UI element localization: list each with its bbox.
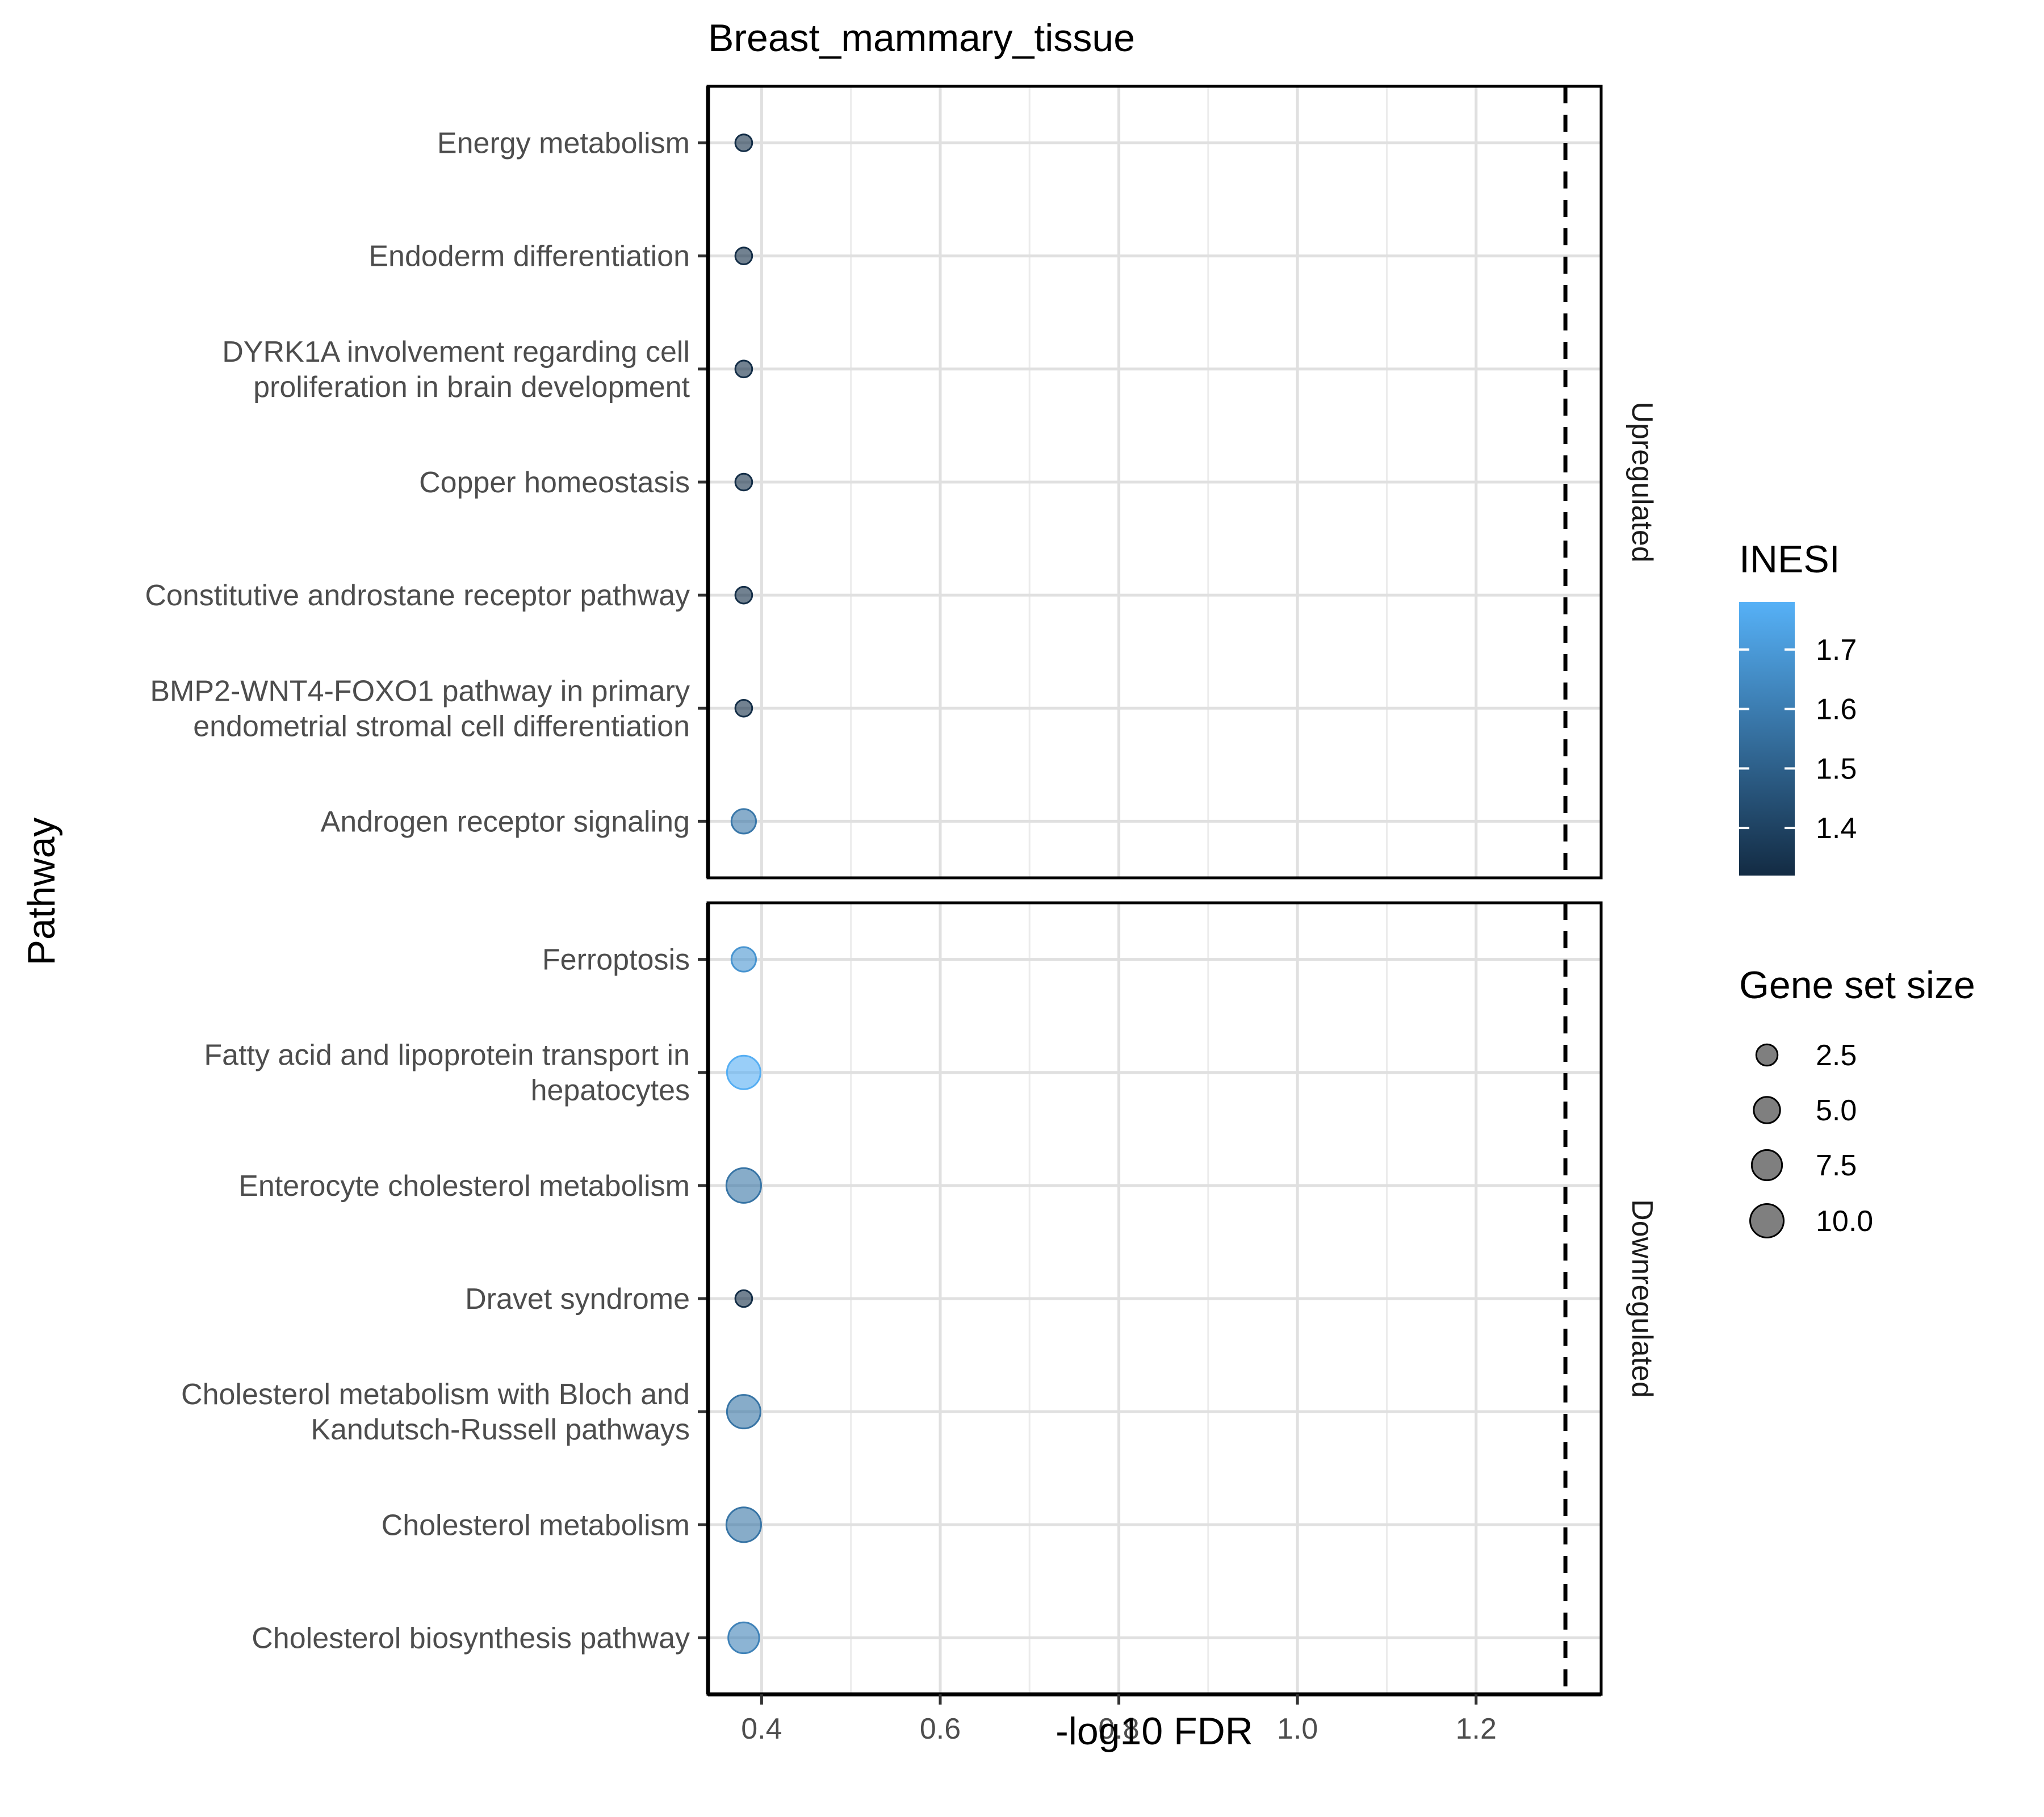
size-legend-label: 5.0 bbox=[1816, 1094, 1857, 1127]
data-point bbox=[726, 1054, 761, 1090]
y-tick-label-line: endometrial stromal cell differentiation bbox=[193, 710, 690, 743]
size-legend-label: 2.5 bbox=[1816, 1039, 1857, 1072]
y-tick-label: Enterocyte cholesterol metabolism bbox=[238, 1170, 690, 1203]
chart-title: Breast_mammary_tissue bbox=[708, 16, 1135, 60]
data-point bbox=[730, 946, 757, 973]
data-point bbox=[730, 808, 757, 835]
x-tick-label: 0.6 bbox=[920, 1713, 961, 1745]
y-tick-label-line: Energy metabolism bbox=[437, 127, 690, 160]
y-tick-label: Cholesterol metabolism with Bloch and Kan… bbox=[181, 1378, 690, 1446]
data-point bbox=[726, 1394, 761, 1430]
color-legend-label: 1.6 bbox=[1816, 693, 1857, 726]
y-tick-label-line: BMP2-WNT4-FOXO1 pathway in primary bbox=[150, 675, 690, 707]
y-tick-label: Energy metabolism bbox=[437, 127, 690, 160]
color-legend-label: 1.5 bbox=[1816, 752, 1857, 785]
size-legend-key bbox=[1749, 1203, 1785, 1239]
y-tick-label: Androgen receptor signaling bbox=[321, 805, 690, 838]
y-tick-label-line: Kandutsch-Russell pathways bbox=[311, 1413, 690, 1446]
size-legend-title: Gene set size bbox=[1739, 964, 1975, 1007]
y-tick-label-line: Cholesterol metabolism with Bloch and bbox=[181, 1378, 690, 1411]
data-point bbox=[725, 1167, 762, 1204]
y-tick-label: Copper homeostasis bbox=[419, 466, 690, 499]
y-tick-label-line: Dravet syndrome bbox=[465, 1283, 690, 1316]
y-tick-label: Fatty acid and lipoprotein transport in h… bbox=[204, 1039, 690, 1107]
data-point bbox=[727, 1621, 760, 1655]
panel-downregulated: Ferroptosis Fatty acid and lipoprotein tr… bbox=[181, 901, 1658, 1696]
y-tick-label: Endoderm differentiation bbox=[368, 240, 690, 273]
x-axis: 0.4 0.6 0.8 1.0 1.2 bbox=[708, 1692, 1601, 1745]
size-legend-key bbox=[1755, 1043, 1779, 1067]
y-tick-label: BMP2-WNT4-FOXO1 pathway in primary endome… bbox=[150, 675, 690, 743]
y-tick-label-line: Constitutive androstane receptor pathway bbox=[145, 579, 690, 612]
data-point bbox=[725, 1506, 762, 1543]
y-tick-label-line: Cholesterol metabolism bbox=[382, 1509, 690, 1542]
y-tick-label-line: DYRK1A involvement regarding cell bbox=[222, 336, 690, 369]
y-tick-label-line: Fatty acid and lipoprotein transport in bbox=[204, 1039, 690, 1072]
data-point bbox=[734, 133, 753, 152]
strip-label-downregulated: Downregulated bbox=[1626, 1199, 1658, 1398]
y-tick-label-line: Copper homeostasis bbox=[419, 466, 690, 499]
data-point bbox=[734, 246, 753, 266]
data-point bbox=[734, 1289, 753, 1308]
color-legend-label: 1.4 bbox=[1816, 812, 1857, 845]
y-tick-label: Cholesterol biosynthesis pathway bbox=[252, 1622, 690, 1655]
size-legend-key bbox=[1750, 1149, 1783, 1182]
y-tick-label: Constitutive androstane receptor pathway bbox=[145, 579, 690, 612]
y-tick-label: Ferroptosis bbox=[542, 944, 690, 977]
x-axis-title: -log10 FDR bbox=[1055, 1710, 1253, 1753]
y-tick-label-line: proliferation in brain development bbox=[253, 371, 690, 404]
size-legend-label: 10.0 bbox=[1816, 1205, 1873, 1238]
color-legend-label: 1.7 bbox=[1816, 634, 1857, 667]
x-tick-label: 0.8 bbox=[1098, 1713, 1139, 1745]
x-tick-label: 1.0 bbox=[1277, 1713, 1318, 1745]
y-tick-label-line: Ferroptosis bbox=[542, 944, 690, 977]
color-legend-bar bbox=[1739, 602, 1795, 876]
strip-label-upregulated: Upregulated bbox=[1626, 401, 1658, 562]
y-tick-label: DYRK1A involvement regarding cell prolife… bbox=[222, 336, 690, 404]
y-tick-label: Dravet syndrome bbox=[465, 1283, 690, 1316]
data-point bbox=[734, 472, 753, 492]
data-point bbox=[734, 698, 753, 718]
y-tick-label-line: hepatocytes bbox=[531, 1074, 690, 1107]
color-legend: INESI 1.4 1.5 1.6 1.7 bbox=[1739, 538, 1857, 876]
x-tick-label: 0.4 bbox=[741, 1713, 782, 1745]
y-tick-label-line: Enterocyte cholesterol metabolism bbox=[238, 1170, 690, 1203]
color-legend-title: INESI bbox=[1739, 538, 1840, 581]
size-legend: Gene set size 2.5 5.0 7.5 10.0 bbox=[1739, 964, 1975, 1239]
y-tick-label-line: Androgen receptor signaling bbox=[321, 805, 690, 838]
y-axis-title: Pathway bbox=[20, 818, 63, 966]
data-point bbox=[734, 585, 753, 605]
x-tick-label: 1.2 bbox=[1456, 1713, 1497, 1745]
y-tick-label: Cholesterol metabolism bbox=[382, 1509, 690, 1542]
panels-group: Energy metabolism Endoderm differentiatio… bbox=[145, 85, 1658, 1696]
y-tick-label-line: Endoderm differentiation bbox=[368, 240, 690, 273]
panel-upregulated: Energy metabolism Endoderm differentiatio… bbox=[145, 85, 1658, 880]
size-legend-key bbox=[1753, 1096, 1781, 1124]
data-point bbox=[734, 359, 753, 379]
size-legend-label: 7.5 bbox=[1816, 1149, 1857, 1182]
y-tick-label-line: Cholesterol biosynthesis pathway bbox=[252, 1622, 690, 1655]
